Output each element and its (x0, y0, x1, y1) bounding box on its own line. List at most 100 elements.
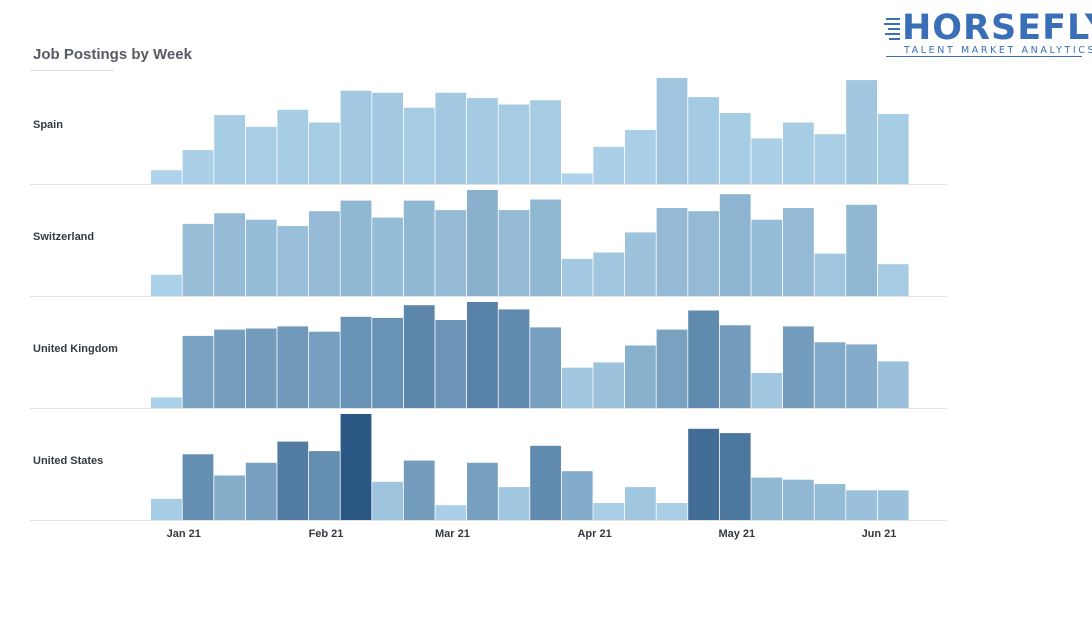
bar-united-states-week-3[interactable] (214, 475, 245, 521)
bar-united-kingdom-week-20[interactable] (751, 373, 783, 408)
bar-united-states-week-15[interactable] (593, 503, 625, 520)
bar-spain-week-7[interactable] (340, 90, 372, 184)
bar-spain-week-16[interactable] (625, 129, 656, 184)
bar-spain-week-15[interactable] (593, 146, 625, 184)
bar-united-kingdom-week-12[interactable] (498, 309, 530, 408)
bar-spain-week-24[interactable] (877, 114, 909, 184)
bar-spain-week-9[interactable] (403, 107, 435, 184)
bar-spain-week-18[interactable] (688, 97, 719, 184)
bar-united-kingdom-week-18[interactable] (688, 310, 719, 409)
bar-united-states-week-2[interactable] (182, 454, 214, 520)
bar-switzerland-week-4[interactable] (245, 219, 277, 296)
bar-spain-week-22[interactable] (814, 134, 846, 184)
bar-united-states-week-11[interactable] (467, 462, 498, 520)
bar-switzerland-week-12[interactable] (498, 210, 530, 296)
bar-united-kingdom-week-10[interactable] (435, 320, 467, 408)
bar-switzerland-week-20[interactable] (751, 219, 783, 296)
bar-united-kingdom-week-13[interactable] (530, 327, 561, 408)
bar-spain-week-12[interactable] (498, 104, 530, 185)
bar-united-states-week-6[interactable] (309, 451, 340, 520)
bar-switzerland-week-10[interactable] (435, 210, 467, 296)
bar-spain-week-17[interactable] (656, 78, 688, 184)
bar-united-states-week-16[interactable] (625, 487, 656, 520)
bar-switzerland-week-8[interactable] (372, 217, 403, 296)
bar-united-states-week-4[interactable] (245, 462, 277, 520)
bar-united-kingdom-week-19[interactable] (719, 325, 751, 408)
bar-united-states-week-8[interactable] (372, 481, 403, 520)
bar-united-kingdom-week-21[interactable] (783, 326, 814, 408)
bar-switzerland-week-16[interactable] (625, 232, 656, 296)
bar-spain-week-1[interactable] (151, 170, 182, 184)
bar-united-kingdom-week-7[interactable] (340, 316, 372, 408)
bar-united-states-week-22[interactable] (814, 484, 846, 520)
bar-spain-week-5[interactable] (277, 109, 309, 184)
x-tick-label: May 21 (718, 528, 755, 540)
bar-spain-week-14[interactable] (561, 173, 593, 184)
bar-switzerland-week-1[interactable] (151, 274, 182, 296)
bar-switzerland-week-24[interactable] (877, 264, 909, 296)
bar-united-states-week-14[interactable] (561, 471, 593, 520)
bar-spain-week-3[interactable] (214, 115, 245, 184)
bar-united-kingdom-week-6[interactable] (309, 331, 340, 408)
bar-switzerland-week-23[interactable] (846, 204, 877, 296)
bar-united-kingdom-week-8[interactable] (372, 317, 403, 408)
bar-united-kingdom-week-15[interactable] (593, 362, 625, 408)
bar-spain-week-2[interactable] (182, 150, 214, 184)
bar-united-kingdom-week-9[interactable] (403, 305, 435, 408)
bar-switzerland-week-14[interactable] (561, 258, 593, 296)
bar-united-states-week-19[interactable] (719, 433, 751, 520)
bar-united-kingdom-week-11[interactable] (467, 302, 498, 408)
bar-united-states-week-13[interactable] (530, 445, 561, 520)
bar-switzerland-week-17[interactable] (656, 208, 688, 296)
bar-united-kingdom-week-1[interactable] (151, 397, 182, 408)
bar-switzerland-week-3[interactable] (214, 213, 245, 296)
horsefly-logo: HORSEFLY TALENT MARKET ANALYTICS (884, 8, 1092, 58)
bar-spain-week-8[interactable] (372, 92, 403, 184)
bar-spain-week-19[interactable] (719, 113, 751, 184)
bar-united-kingdom-week-2[interactable] (182, 335, 214, 408)
bar-united-kingdom-week-24[interactable] (877, 361, 909, 408)
bar-switzerland-week-9[interactable] (403, 200, 435, 296)
bar-spain-week-4[interactable] (245, 126, 277, 184)
bar-switzerland-week-2[interactable] (182, 223, 214, 296)
bar-spain-week-10[interactable] (435, 92, 467, 184)
bar-switzerland-week-5[interactable] (277, 226, 309, 296)
bar-united-states-week-12[interactable] (498, 487, 530, 520)
row-label-united-states: United States (33, 455, 103, 467)
bar-united-states-week-5[interactable] (277, 441, 309, 520)
bar-switzerland-week-6[interactable] (309, 211, 340, 296)
bar-spain-week-20[interactable] (751, 138, 783, 184)
x-tick-label: Mar 21 (435, 528, 470, 540)
bar-united-states-week-17[interactable] (656, 503, 688, 520)
bar-switzerland-week-22[interactable] (814, 253, 846, 296)
bar-spain-week-13[interactable] (530, 100, 561, 184)
bar-united-kingdom-week-14[interactable] (561, 367, 593, 408)
bar-switzerland-week-21[interactable] (783, 208, 814, 296)
bar-united-states-week-24[interactable] (877, 490, 909, 520)
bar-united-states-week-10[interactable] (435, 505, 467, 520)
bar-united-states-week-1[interactable] (151, 498, 182, 520)
bar-united-kingdom-week-17[interactable] (656, 329, 688, 408)
bar-switzerland-week-7[interactable] (340, 200, 372, 296)
bar-united-kingdom-week-16[interactable] (625, 345, 656, 409)
bar-united-states-week-9[interactable] (403, 460, 435, 520)
bar-spain-week-21[interactable] (783, 122, 814, 185)
bar-united-states-week-21[interactable] (783, 479, 814, 520)
bar-switzerland-week-18[interactable] (688, 211, 719, 296)
bar-switzerland-week-11[interactable] (467, 190, 498, 296)
bar-switzerland-week-13[interactable] (530, 199, 561, 297)
bar-united-kingdom-week-4[interactable] (245, 328, 277, 409)
bar-spain-week-23[interactable] (846, 80, 877, 184)
bar-united-kingdom-week-5[interactable] (277, 326, 309, 408)
bar-spain-week-11[interactable] (467, 98, 498, 184)
bar-united-states-week-23[interactable] (846, 490, 877, 520)
bar-switzerland-week-15[interactable] (593, 252, 625, 297)
bar-united-states-week-7[interactable] (340, 414, 372, 520)
bar-united-states-week-18[interactable] (688, 428, 719, 520)
bar-united-kingdom-week-22[interactable] (814, 342, 846, 408)
bar-switzerland-week-19[interactable] (719, 194, 751, 296)
bar-spain-week-6[interactable] (309, 122, 340, 185)
bar-united-states-week-20[interactable] (751, 477, 783, 520)
bar-united-kingdom-week-3[interactable] (214, 329, 245, 408)
bar-united-kingdom-week-23[interactable] (846, 344, 877, 408)
